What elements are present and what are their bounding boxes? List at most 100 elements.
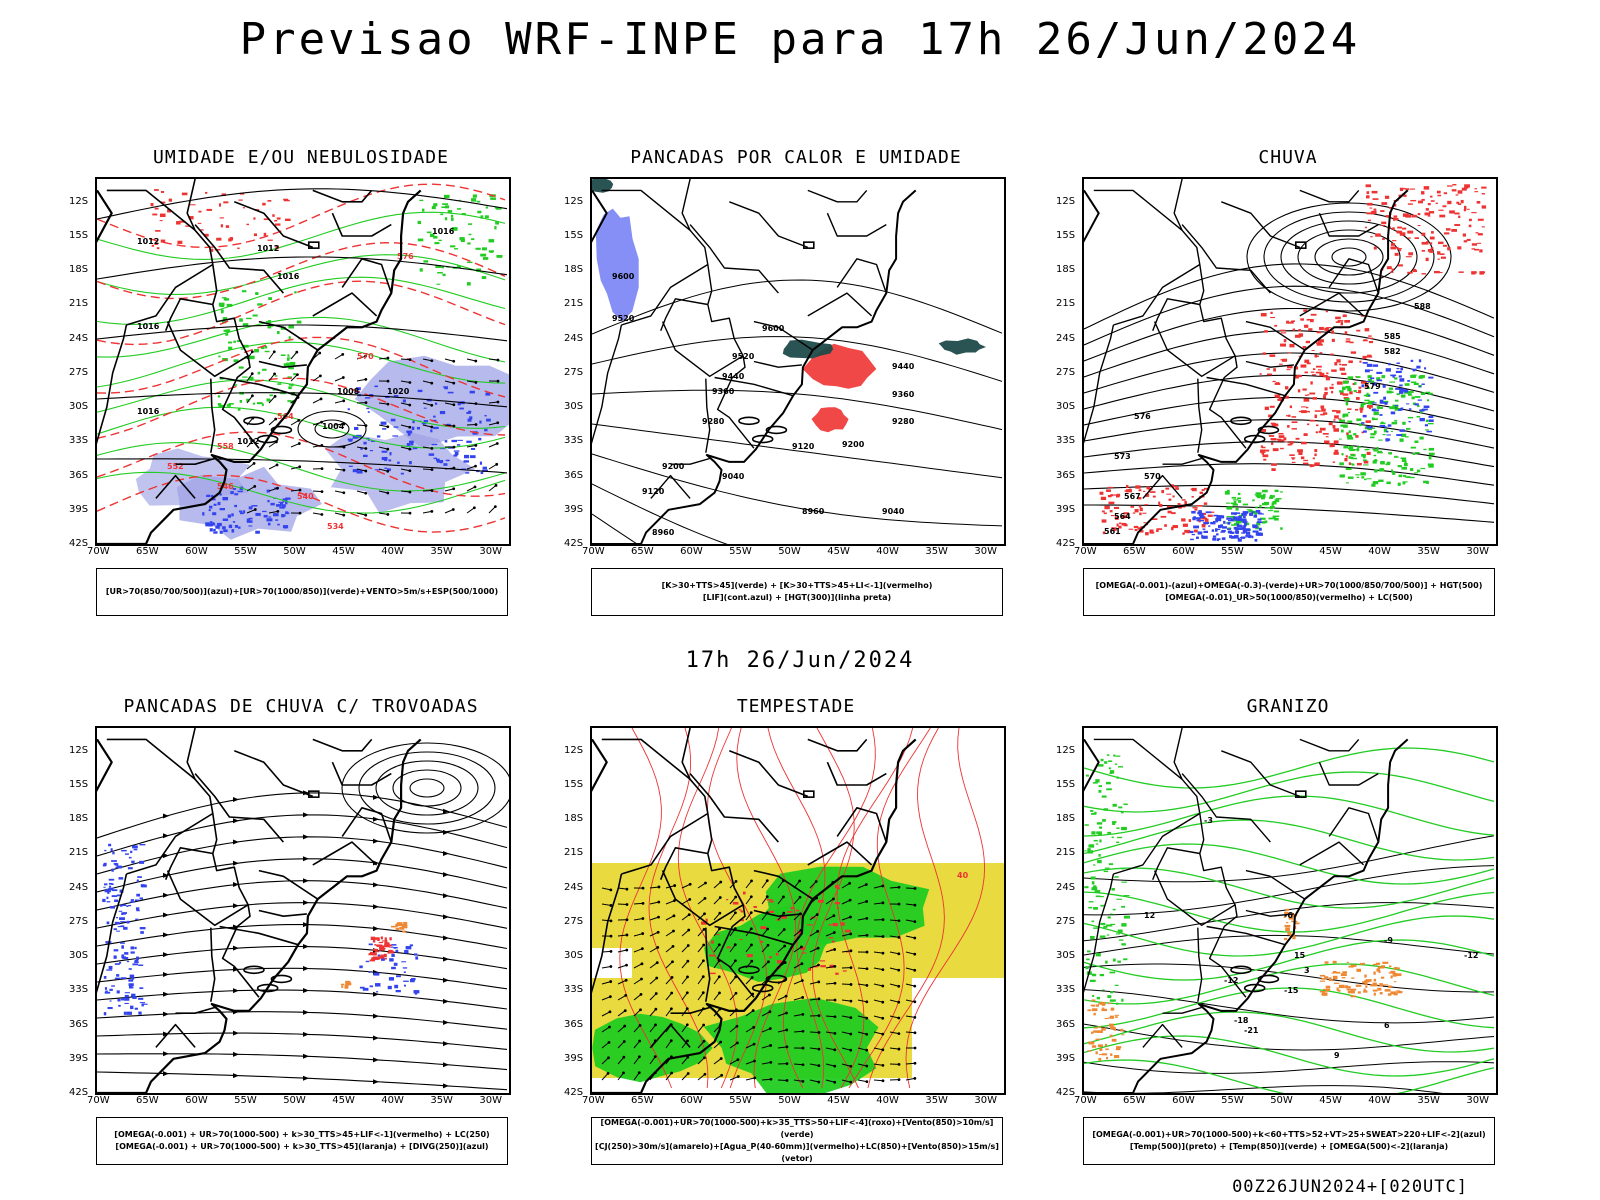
legend-line: [UR>70(850/700/500)](azul)+[UR>70(1000/8… [105, 587, 499, 596]
latitude-label: 33S [69, 984, 89, 996]
political-border [689, 224, 779, 294]
longitude-label: 45W [332, 546, 355, 557]
longitude-label: 40W [381, 546, 404, 557]
political-border [312, 292, 378, 317]
latitude-label: 24S [69, 332, 89, 344]
panel-legend: [OMEGA(-0.001)+UR>70(1000-500)+k>35_TTS>… [591, 1117, 1003, 1165]
precip-blue [1189, 509, 1264, 542]
political-border [753, 360, 802, 368]
political-border [210, 927, 216, 1002]
political-border [1245, 869, 1306, 900]
political-border [826, 212, 887, 237]
legend-line: [K>30+TTS>45](verde) + [K>30+TTS>45+LI<-… [661, 581, 933, 590]
hgt500-high-center [1297, 229, 1401, 285]
lc850-streamline [796, 728, 876, 1089]
contour-label: 1016 [277, 272, 300, 281]
contour-label: -12 [1224, 976, 1238, 985]
political-border [106, 738, 196, 780]
political-border [155, 474, 196, 499]
longitude-label: 65W [631, 546, 654, 557]
contour-label: 588 [1414, 302, 1431, 311]
political-border [341, 258, 393, 294]
streamline-arrow [303, 812, 309, 818]
thickness-cells [150, 189, 291, 252]
lc250-anticyclone [358, 751, 496, 825]
political-border [681, 179, 755, 449]
lake-outline [765, 974, 788, 984]
latitude-label: 15S [1056, 779, 1076, 791]
precip-green [1339, 374, 1435, 487]
political-border [729, 201, 809, 249]
political-border [1318, 761, 1379, 786]
precip-blue [1361, 359, 1434, 442]
streamline-arrow [443, 829, 449, 835]
streamline-arrow [443, 1020, 449, 1026]
longitude-label: 45W [1319, 1095, 1342, 1106]
latitude-label: 42S [69, 1087, 89, 1098]
political-border [1299, 738, 1360, 752]
heat-humidity-area [938, 338, 986, 355]
latitude-label: 42S [69, 538, 89, 549]
streamline-arrow [373, 1013, 379, 1019]
legend-line: [OMEGA(-0.001)-(azul)+OMEGA(-0.3)-(verde… [1095, 581, 1483, 590]
political-border [621, 812, 709, 875]
contour-label: 8960 [652, 528, 675, 537]
storm-risk-unstable [811, 407, 849, 433]
streamline-arrow [163, 892, 169, 898]
longitude-label: 70W [1074, 1095, 1097, 1106]
political-border [753, 909, 802, 917]
streamline-arrow [373, 1057, 379, 1063]
thickness-500-1000-contour [97, 241, 506, 300]
political-border [753, 869, 814, 900]
political-border [106, 189, 196, 231]
federal-district-outline [307, 241, 320, 249]
longitude-label: 50W [778, 1095, 801, 1106]
hgt300-contour [592, 389, 1003, 431]
political-border [1221, 201, 1301, 249]
longitude-label: 50W [283, 1095, 306, 1106]
longitude-label: 70W [582, 1095, 605, 1106]
political-border [175, 457, 215, 465]
political-border [1084, 324, 1115, 444]
lake-outline [1230, 416, 1252, 426]
longitude-label: 65W [1123, 1095, 1146, 1106]
longitude-label: 65W [1123, 546, 1146, 557]
temp850-contour [1084, 867, 1495, 909]
longitude-label: 65W [136, 546, 159, 557]
political-border [1162, 457, 1202, 465]
streamline-arrow [303, 856, 309, 862]
latitude-label: 24S [1056, 881, 1076, 893]
longitude-label: 35W [1417, 1095, 1440, 1106]
contour-label: 9440 [892, 362, 915, 371]
humidity-1000-850-contour [97, 379, 506, 429]
streamline-arrow [443, 1083, 449, 1089]
lake-outline [738, 965, 760, 975]
political-border [219, 925, 299, 946]
legend-line: [OMEGA(-0.001) + UR>70(1000-500) + k>30_… [114, 1130, 490, 1139]
political-border [219, 376, 299, 397]
lc250-anticyclone [409, 778, 445, 798]
streamline-arrow [303, 944, 309, 950]
longitude-label: 70W [582, 546, 605, 557]
streamline-arrow [443, 914, 449, 920]
contour-label: 15 [1294, 951, 1306, 960]
longitude-label: 45W [827, 546, 850, 557]
political-border [164, 298, 213, 331]
streamline-arrow [233, 988, 239, 994]
political-border [1299, 189, 1360, 203]
streamline-arrow [163, 991, 169, 997]
longitude-label: 55W [729, 546, 752, 557]
omega500-orange [1319, 960, 1403, 998]
lake-outline [751, 983, 774, 993]
contour-label: 1016 [432, 227, 455, 236]
latitude-label: 30S [1056, 401, 1076, 413]
latitude-label: 39S [1056, 503, 1076, 515]
political-border [166, 870, 249, 927]
storm-orange [340, 980, 352, 989]
map-canvas: 1012 1012 1016 1016 1016 1020 1004 1008 1012 1016… [97, 179, 509, 544]
streamline-arrow [373, 882, 379, 888]
streamline-arrow [443, 998, 449, 1004]
hgt300-contour [592, 423, 1003, 479]
streamline-arrow [443, 872, 449, 878]
temp850-contour [1084, 1011, 1495, 1053]
